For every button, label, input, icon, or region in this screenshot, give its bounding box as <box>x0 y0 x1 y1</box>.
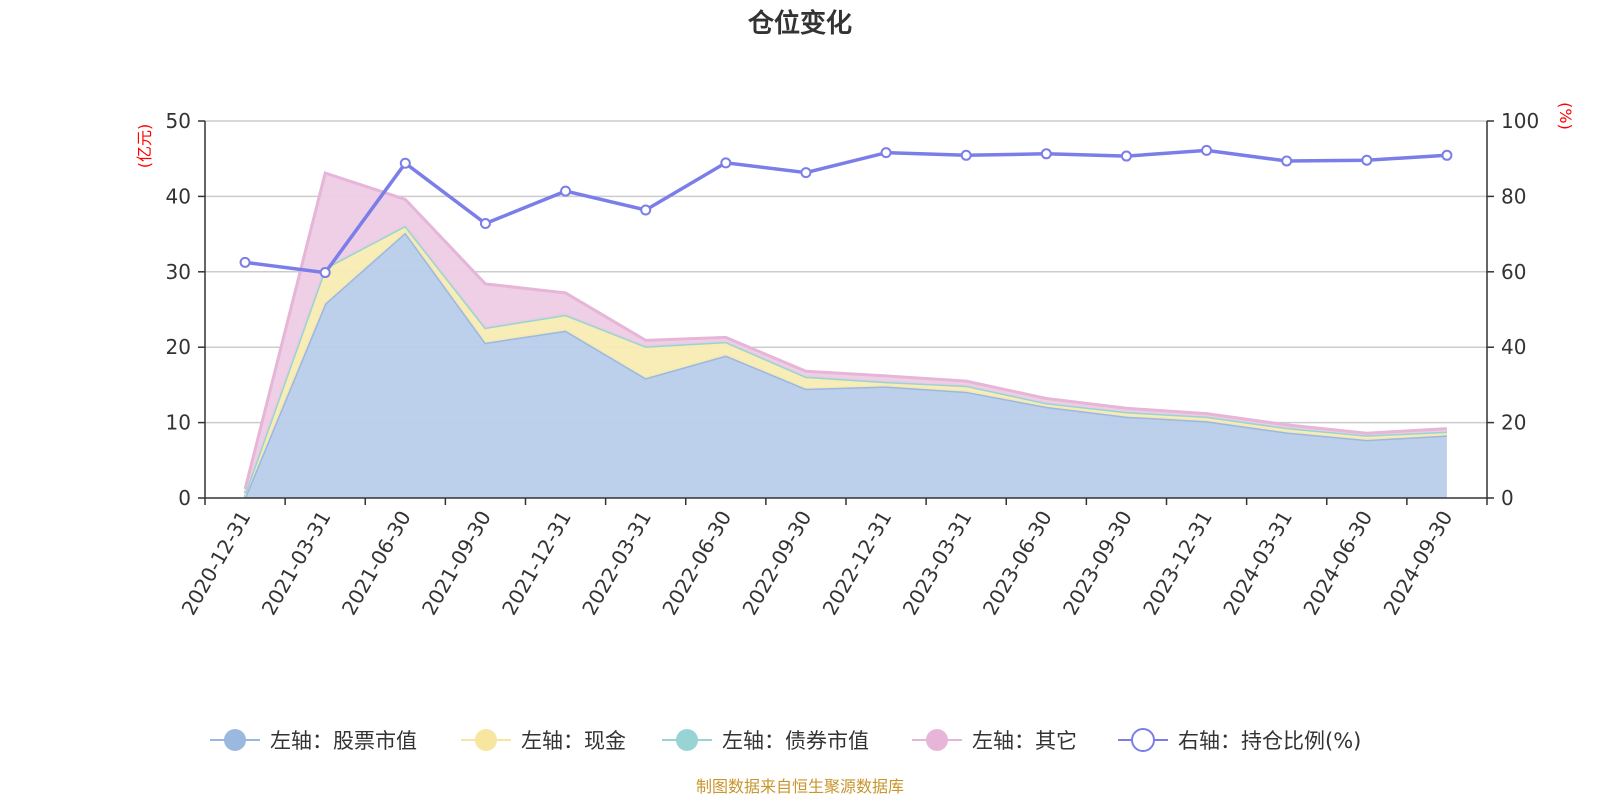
x-tick-label: 2022-03-31 <box>577 507 656 620</box>
x-tick-label: 2022-06-30 <box>657 507 736 620</box>
left-tick-label: 30 <box>166 260 191 284</box>
ratio-point <box>1040 148 1052 160</box>
x-tick-label: 2022-09-30 <box>737 507 816 620</box>
legend-marker <box>1131 728 1155 752</box>
ratio-point <box>640 204 652 216</box>
legend-item-4[interactable]: 左轴：其它 <box>912 729 1077 753</box>
ratio-point <box>239 256 251 268</box>
left-axis-unit: (亿元) <box>135 124 154 169</box>
legend-item-1[interactable]: 左轴：股票市值 <box>210 729 417 753</box>
ratio-point <box>720 157 732 169</box>
ratio-line-path <box>244 148 1448 275</box>
right-tick-label: 60 <box>1501 260 1526 284</box>
x-tick-label: 2021-12-31 <box>497 507 576 620</box>
x-tick-label: 2022-12-31 <box>817 507 896 620</box>
ratio-point <box>1361 154 1373 166</box>
legend-item-5[interactable]: 右轴：持仓比例(%) <box>1118 728 1361 753</box>
left-tick-label: 0 <box>178 486 191 510</box>
left-tick-label: 10 <box>166 411 191 435</box>
legend-item-3[interactable]: 左轴：债券市值 <box>662 729 869 753</box>
legend-label: 右轴：持仓比例(%) <box>1178 729 1361 753</box>
legend-marker <box>676 729 698 751</box>
ratio-point <box>880 147 892 159</box>
x-tick-label: 2023-12-31 <box>1138 507 1217 620</box>
legend-label: 左轴：股票市值 <box>270 729 417 753</box>
stacked-areas <box>243 171 1447 498</box>
legend-label: 左轴：现金 <box>521 729 626 753</box>
source-text: 制图数据来自恒生聚源数据库 <box>696 777 904 796</box>
x-tick-label: 2024-09-30 <box>1378 507 1457 620</box>
legend-marker <box>224 729 246 751</box>
right-tick-label: 40 <box>1501 335 1526 359</box>
position-ratio-line <box>239 144 1453 279</box>
x-tick-label: 2023-03-31 <box>898 507 977 620</box>
ratio-point <box>800 167 812 179</box>
ratio-point <box>479 218 491 230</box>
x-tick-label: 2024-06-30 <box>1298 507 1377 620</box>
right-tick-label: 0 <box>1501 486 1514 510</box>
legend-marker <box>926 729 948 751</box>
legend-marker <box>475 729 497 751</box>
right-tick-label: 80 <box>1501 184 1526 208</box>
legend-item-2[interactable]: 左轴：现金 <box>461 729 626 753</box>
area-edge-4 <box>243 171 1447 490</box>
ratio-point <box>1120 150 1132 162</box>
x-tick-label: 2023-09-30 <box>1058 507 1137 620</box>
legend-label: 左轴：其它 <box>972 729 1077 753</box>
x-tick-label: 2023-06-30 <box>978 507 1057 620</box>
ratio-point <box>1201 144 1213 156</box>
ratio-point <box>1441 149 1453 161</box>
x-tick-label: 2021-06-30 <box>337 507 416 620</box>
ratio-point <box>960 149 972 161</box>
area-2 <box>245 225 1447 498</box>
right-tick-label: 100 <box>1501 109 1539 133</box>
legend-label: 左轴：债券市值 <box>722 729 869 753</box>
left-tick-label: 50 <box>166 109 191 133</box>
chart-title: 仓位变化 <box>747 8 852 39</box>
area-1 <box>245 232 1447 498</box>
ratio-point <box>560 185 572 197</box>
right-axis-unit: (%) <box>1556 102 1575 130</box>
x-tick-label: 2024-03-31 <box>1218 507 1297 620</box>
ratio-point <box>399 157 411 169</box>
ratio-point <box>319 267 331 279</box>
x-tick-label: 2021-09-30 <box>417 507 496 620</box>
x-tick-label: 2020-12-31 <box>176 507 255 620</box>
right-tick-label: 20 <box>1501 411 1526 435</box>
ratio-point <box>1281 155 1293 167</box>
legend: 左轴：股票市值 左轴：现金 左轴：债券市值 左轴：其它 右轴：持仓比例(%) <box>210 728 1361 753</box>
x-tick-label: 2021-03-31 <box>257 507 336 620</box>
left-tick-label: 40 <box>166 184 191 208</box>
area-4 <box>245 173 1447 494</box>
left-tick-label: 20 <box>166 335 191 359</box>
